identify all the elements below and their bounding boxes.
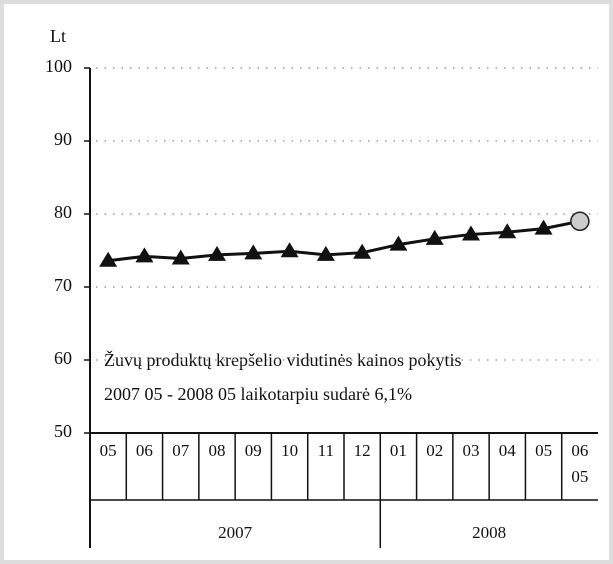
x-tick-label: 07 <box>172 441 190 460</box>
marker <box>244 244 263 260</box>
y-tick-label: 80 <box>54 202 72 222</box>
x-tick-label: 04 <box>498 441 516 460</box>
marker <box>570 211 590 232</box>
x-tick-label: 01 <box>389 441 407 460</box>
marker <box>208 245 226 261</box>
x-tick-label: 03 <box>462 441 480 460</box>
marker <box>425 229 444 245</box>
x-tick-label: 05 <box>535 441 553 460</box>
x-tick-label: 05 <box>99 441 117 460</box>
marker <box>135 247 154 263</box>
x-tick-label: 11 <box>317 441 335 460</box>
marker <box>462 225 480 241</box>
line <box>107 219 581 263</box>
y-axis-label: Lt <box>50 26 66 46</box>
y-tick-label: 100 <box>45 56 72 76</box>
marker <box>99 251 118 267</box>
x-tick-label: 12 <box>353 441 371 460</box>
x-tick-label: 02 <box>426 441 444 460</box>
marker <box>534 219 553 235</box>
annotation: 2007 05 - 2008 05 laikotarpiu sudarė 6,1… <box>104 384 412 404</box>
y-tick-label: 50 <box>54 421 72 441</box>
y-tick-label: 90 <box>54 129 72 149</box>
x-tick-label: 10 <box>281 441 299 460</box>
y-tick-label: 70 <box>54 275 72 295</box>
marker <box>498 223 517 239</box>
y-tick-label: 60 <box>54 348 72 368</box>
x-tick-label: 06 05 <box>571 441 589 486</box>
x-tick-label: 08 <box>208 441 226 460</box>
marker <box>171 249 190 265</box>
x-tick-label: 06 <box>135 441 153 460</box>
marker <box>316 245 335 261</box>
group-label: 2007 <box>218 523 253 542</box>
group-label: 2008 <box>472 523 507 542</box>
marker <box>389 235 408 251</box>
annotation: Žuvų produktų krepšelio vidutinės kainos… <box>104 349 461 370</box>
marker <box>280 242 299 258</box>
marker <box>353 243 372 259</box>
x-tick-label: 09 <box>244 441 262 460</box>
